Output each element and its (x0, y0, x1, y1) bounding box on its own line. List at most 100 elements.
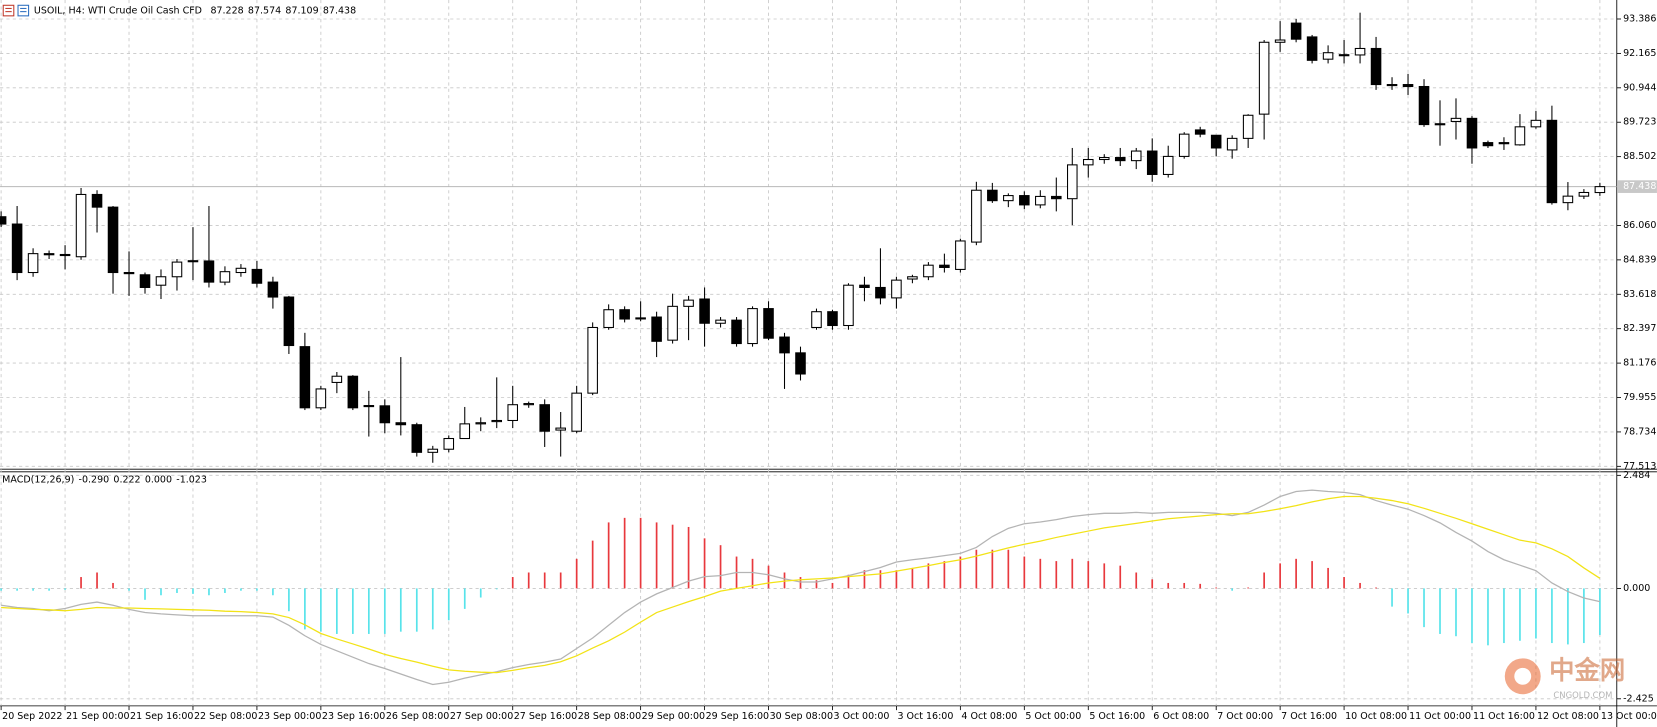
candle-body (859, 284, 870, 288)
candle-body (923, 264, 934, 278)
candle-body (1450, 117, 1462, 122)
x-tick-label: 7 Oct 16:00 (1281, 711, 1337, 722)
candle-body (619, 309, 630, 320)
candle-body (379, 405, 391, 424)
candle-body (907, 276, 918, 280)
y-tick-label: -2.425 (1623, 693, 1654, 704)
candle-body (395, 422, 407, 426)
y-tick-label: 89.723 (1623, 117, 1656, 128)
indicator-title: MACD(12,26,9) -0.290 0.222 0.000 -1.023 (2, 474, 207, 485)
x-tick-label: 26 Sep 08:00 (386, 711, 449, 722)
candle-body (1082, 158, 1094, 166)
watermark-subtitle: CNGOLD.COM (1553, 690, 1612, 700)
candle-body (1035, 195, 1046, 206)
y-tick-label: 78.734 (1623, 426, 1656, 437)
candle-body (91, 193, 103, 208)
y-tick-label: 82.397 (1623, 323, 1656, 334)
candle-body (187, 260, 199, 263)
candle-body (1402, 84, 1414, 88)
indicator-value: -0.290 (79, 474, 110, 485)
y-tick-label: 83.618 (1623, 289, 1656, 300)
candle-body (1322, 52, 1334, 60)
y-tick-label: 77.513 (1623, 461, 1656, 472)
candle-body (683, 299, 694, 307)
candle-body (411, 424, 423, 453)
x-tick-label: 27 Sep 16:00 (514, 711, 577, 722)
candle-body (123, 271, 135, 275)
candle-body (699, 298, 710, 324)
toolbar-icons (2, 4, 30, 17)
candle-body (1482, 142, 1494, 147)
candle-body (331, 375, 343, 383)
candle-body (1594, 186, 1606, 194)
candle-body (651, 316, 662, 342)
candle-body (875, 286, 886, 299)
candle-body (1514, 126, 1526, 146)
candle-body (779, 336, 790, 354)
y-tick-label: 86.060 (1623, 220, 1656, 231)
candle-body (267, 281, 279, 298)
x-tick-label: 27 Sep 00:00 (450, 711, 513, 722)
candle-body (155, 276, 167, 286)
candle-body (1226, 137, 1238, 151)
candle-body (587, 326, 598, 394)
candle-body (603, 309, 614, 329)
candle-body (491, 419, 503, 423)
candle-body (571, 392, 582, 432)
watermark-logo-inner (1514, 667, 1532, 685)
candle-body (203, 260, 215, 283)
x-tick-label: 4 Oct 08:00 (961, 711, 1017, 722)
candle-body (1338, 54, 1350, 57)
y-tick-label: 79.955 (1623, 392, 1656, 403)
x-tick-label: 23 Sep 16:00 (322, 711, 385, 722)
y-tick-label: 93.386 (1623, 13, 1656, 24)
candle-body (219, 271, 231, 283)
x-tick-label: 3 Oct 16:00 (897, 711, 953, 722)
candle-body (1386, 84, 1398, 87)
candle-body (427, 448, 439, 453)
candle-body (363, 405, 375, 408)
y-tick-label: 0.000 (1623, 583, 1650, 594)
candle-body (443, 437, 455, 450)
candle-body (27, 253, 39, 274)
ohlc-close: 87.438 (323, 5, 356, 16)
y-tick-label: 81.176 (1623, 358, 1656, 369)
x-tick-label: 20 Sep 2022 (2, 711, 62, 722)
y-tick-label: 88.502 (1623, 151, 1656, 162)
candle-body (1562, 195, 1574, 204)
indicator-line (1, 495, 1601, 674)
indicator-line (1, 489, 1601, 686)
candle-body (1098, 157, 1110, 161)
candle-body (299, 346, 311, 409)
indicator-name: MACD(12,26,9) (2, 474, 74, 485)
candle-body (1003, 195, 1014, 202)
candle-body (459, 423, 471, 440)
candle-body (1546, 119, 1558, 204)
candle-body (1051, 195, 1062, 200)
x-tick-label: 3 Oct 00:00 (834, 711, 890, 722)
last-price-label: 87.438 (1623, 181, 1656, 192)
candle-body (667, 305, 678, 341)
candle-body (59, 253, 71, 257)
candle-body (827, 311, 838, 327)
x-tick-label: 11 Oct 00:00 (1409, 711, 1471, 722)
candle-body (1067, 164, 1078, 200)
candle-body (75, 193, 87, 258)
candle-body (987, 189, 998, 202)
candle-body (139, 274, 151, 288)
candle-body (1434, 123, 1446, 126)
candle-body (1114, 157, 1126, 162)
candle-body (1210, 134, 1222, 149)
candle-body (1130, 150, 1142, 162)
indicator-value: 0.000 (145, 474, 172, 485)
candle-body (1418, 85, 1430, 126)
y-tick-label: 84.839 (1623, 254, 1656, 265)
candle-body (1258, 41, 1270, 115)
candle-body (539, 404, 550, 432)
candle-body (843, 284, 854, 327)
candle-body (1162, 155, 1174, 175)
candle-body (1306, 36, 1318, 61)
